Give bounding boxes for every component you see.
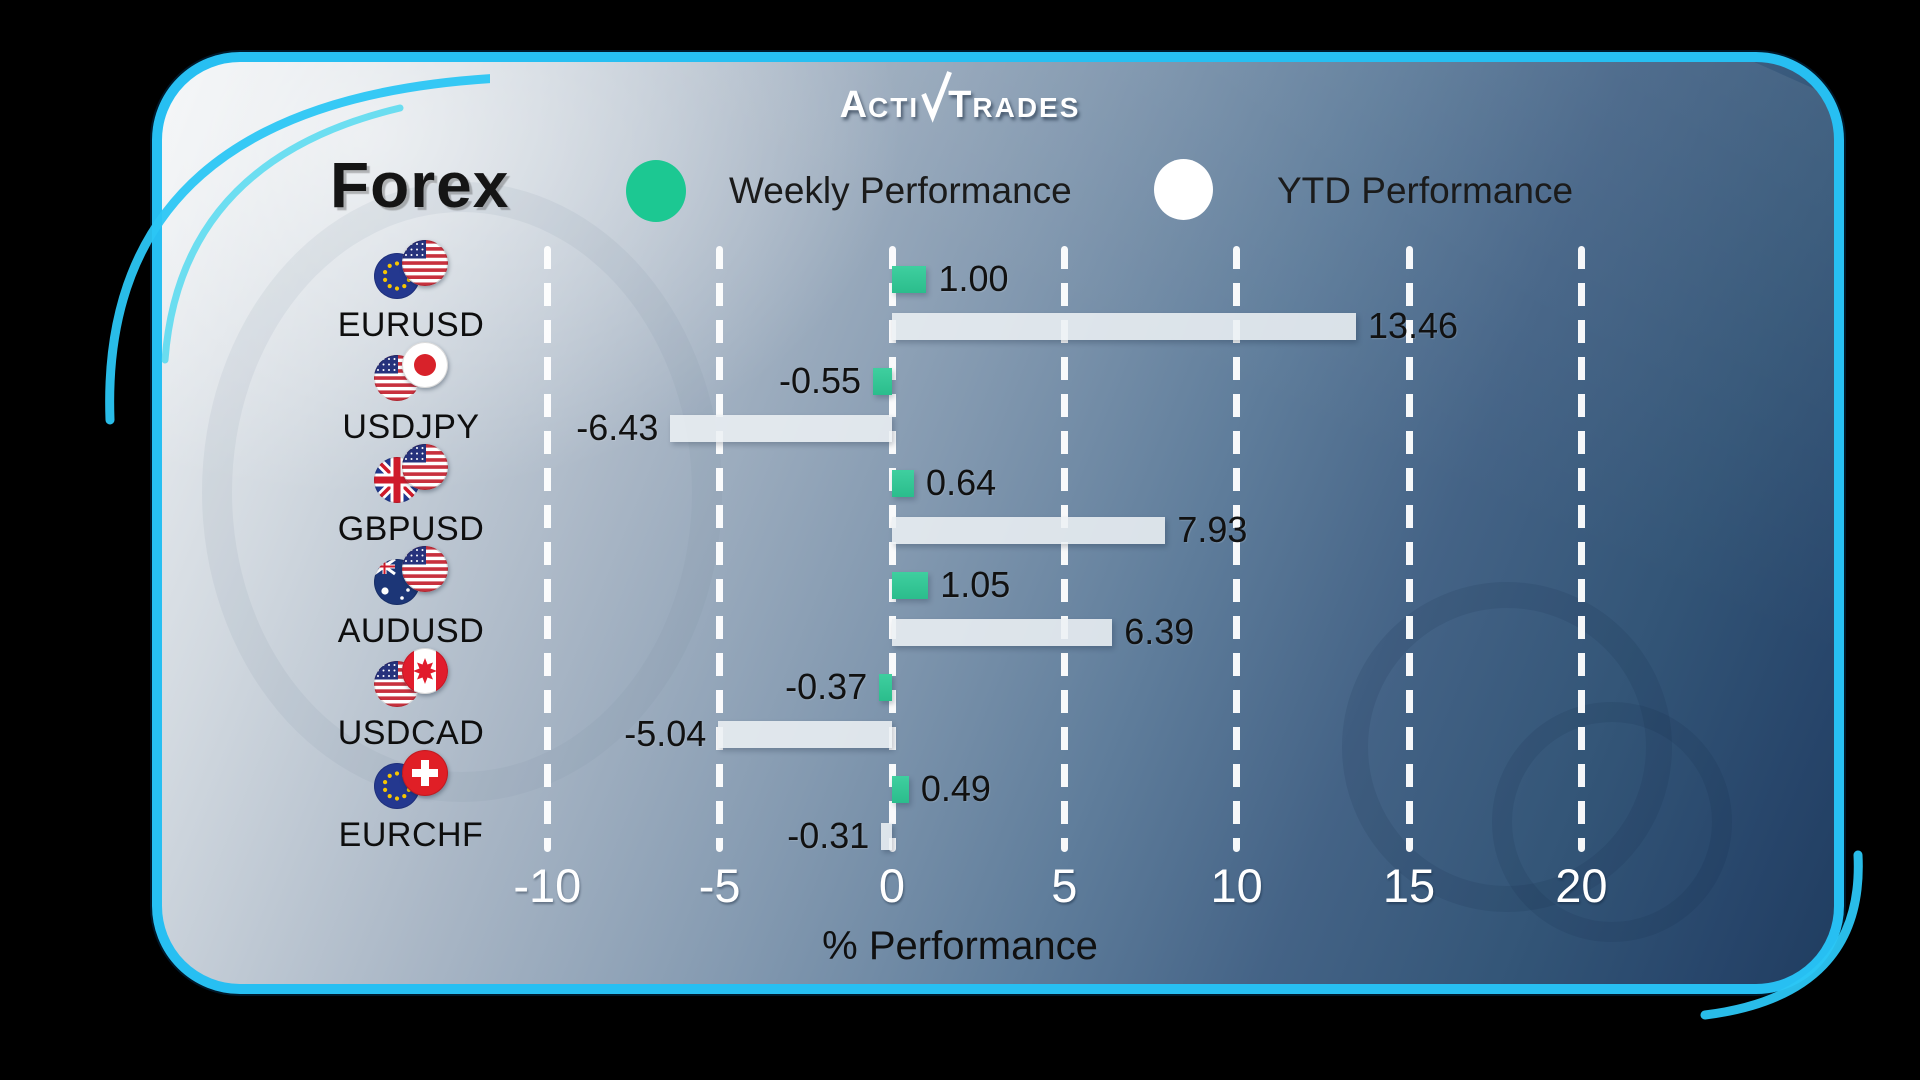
bar-value-label: -0.31 — [787, 815, 870, 856]
grid-line — [543, 246, 551, 852]
bar-value-label: 0.49 — [920, 768, 991, 809]
bar-value-label: 6.39 — [1124, 611, 1195, 652]
x-axis-tick: -10 — [513, 859, 582, 912]
grid-line — [1060, 246, 1068, 852]
ytd-bar — [892, 619, 1113, 646]
flag-pair-eurusd — [374, 240, 450, 300]
x-axis-tick: 5 — [1051, 859, 1078, 912]
grid-line — [1577, 246, 1585, 852]
category-label: USDCAD — [337, 714, 485, 752]
category-label: GBPUSD — [337, 510, 485, 548]
flag-pair-audusd — [374, 546, 450, 606]
x-axis-tick: 20 — [1555, 859, 1608, 912]
background-texture-circle — [202, 182, 722, 802]
legend-weekly-label: Weekly Performance — [729, 170, 1072, 211]
x-axis-tick: -5 — [698, 859, 741, 912]
grid-line — [1233, 246, 1241, 852]
weekly-bar — [879, 674, 892, 701]
flag-pair-usdjpy — [374, 342, 450, 402]
x-axis-tick: 10 — [1210, 859, 1263, 912]
flag-us-icon — [374, 355, 420, 401]
flag-ca-icon — [402, 648, 448, 694]
legend-ytd-label: YTD Performance — [1277, 170, 1574, 211]
bar-value-label: 13.46 — [1367, 305, 1459, 346]
activtrades-logo: ACTI TRADES — [839, 71, 1081, 127]
category-label: EURCHF — [338, 816, 484, 854]
flag-us-icon — [402, 240, 448, 286]
flag-us-icon — [402, 444, 448, 490]
grid-line — [888, 246, 896, 852]
page-title: Forex — [330, 149, 510, 221]
bar-value-label: -6.43 — [576, 407, 659, 448]
flag-us-icon — [402, 546, 448, 592]
bar-value-label: 1.05 — [940, 564, 1011, 605]
ytd-bar — [892, 313, 1356, 340]
flag-ch-icon — [402, 750, 448, 796]
x-axis-tick: 0 — [878, 859, 906, 912]
ytd-bar — [670, 415, 892, 442]
bar-value-label: 1.00 — [938, 258, 1009, 299]
flag-pair-gbpusd — [374, 444, 450, 504]
category-label: EURUSD — [337, 306, 485, 344]
flag-pair-usdcad — [374, 648, 450, 708]
logo-text: A — [839, 84, 869, 126]
x-axis-tick: 15 — [1382, 859, 1436, 912]
flag-pair-eurchf — [374, 750, 450, 810]
x-axis-title: % Performance — [822, 924, 1098, 968]
grid-line — [1405, 246, 1413, 852]
weekly-bar — [892, 266, 927, 293]
weekly-bar — [873, 368, 892, 395]
bar-value-label: 7.93 — [1177, 509, 1248, 550]
bar-value-label: -5.04 — [624, 713, 707, 754]
category-label: USDJPY — [342, 408, 480, 446]
legend-weekly-dot-icon — [626, 160, 686, 222]
category-label: AUDUSD — [337, 612, 485, 650]
ytd-bar — [718, 721, 892, 748]
ytd-bar — [881, 823, 892, 850]
bar-value-label: -0.37 — [785, 666, 868, 707]
bar-value-label: 0.64 — [926, 462, 997, 503]
weekly-bar — [892, 572, 929, 599]
flag-jp-icon — [402, 342, 448, 388]
bar-value-label: -0.55 — [778, 360, 862, 401]
weekly-bar — [892, 470, 915, 497]
grid-line — [716, 246, 724, 852]
ytd-bar — [892, 517, 1166, 544]
legend-ytd-dot-icon — [1154, 159, 1213, 220]
weekly-bar — [892, 776, 909, 803]
logo-check-icon — [920, 71, 952, 123]
